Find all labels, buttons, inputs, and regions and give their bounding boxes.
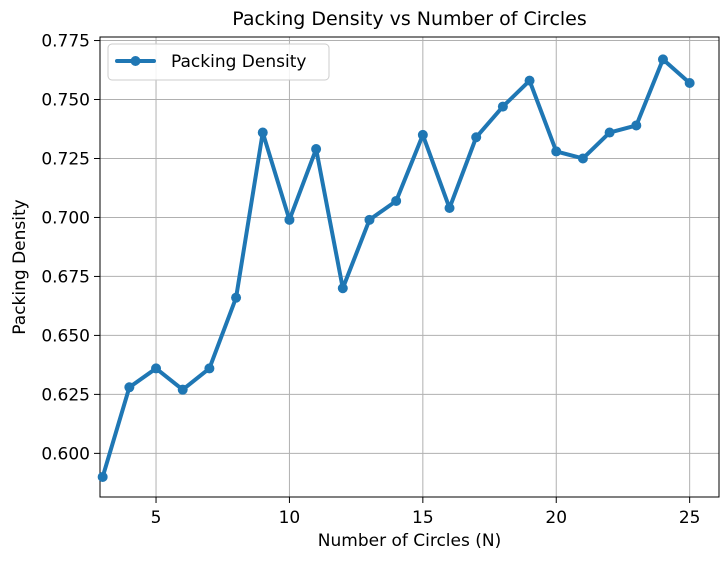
data-point: [657, 54, 668, 65]
x-tick-label: 25: [679, 508, 701, 528]
data-point: [497, 101, 508, 112]
data-point: [151, 363, 162, 374]
x-axis: 5 10 15 20 25: [151, 497, 701, 528]
data-point: [231, 292, 242, 303]
data-point: [311, 144, 322, 155]
x-tick-label: 5: [151, 508, 162, 528]
data-point: [337, 283, 348, 294]
y-tick-label: 0.625: [41, 385, 90, 405]
plot-area: [99, 36, 720, 498]
data-point: [364, 214, 375, 225]
data-point: [577, 153, 588, 164]
legend: Packing Density: [107, 43, 330, 81]
data-point: [97, 471, 108, 482]
grid: [100, 37, 719, 497]
y-tick-label: 0.700: [41, 208, 90, 228]
data-point: [631, 120, 642, 131]
chart-title: Packing Density vs Number of Circles: [232, 8, 587, 30]
y-tick-label: 0.675: [41, 267, 90, 287]
y-tick-label: 0.725: [41, 149, 90, 169]
legend-point-marker: [130, 56, 141, 66]
legend-box: [107, 43, 330, 81]
y-tick-label: 0.650: [41, 326, 90, 346]
y-axis-label: Packing Density: [10, 199, 30, 334]
series-line: [100, 57, 692, 479]
x-tick-label: 10: [279, 508, 301, 528]
data-point: [417, 129, 428, 140]
data-point: [204, 363, 215, 374]
x-tick-label: 20: [545, 508, 567, 528]
data-point: [684, 78, 695, 88]
data-point: [257, 127, 268, 138]
data-point: [551, 146, 562, 157]
data-point: [524, 75, 535, 86]
y-tick-label: 0.775: [41, 32, 90, 52]
y-tick-label: 0.750: [41, 91, 90, 111]
series-layer: [97, 54, 695, 482]
data-point: [604, 127, 615, 138]
data-point: [471, 132, 482, 143]
x-axis-label: Number of Circles (N): [318, 531, 501, 551]
x-tick-label: 15: [412, 508, 434, 528]
data-point: [391, 195, 402, 206]
data-point: [284, 214, 295, 225]
data-point: [444, 203, 455, 214]
legend-label: Packing Density: [171, 52, 306, 72]
data-point: [124, 382, 135, 393]
y-tick-label: 0.600: [41, 444, 90, 464]
y-axis: 0.600 0.625 0.650 0.675 0.700 0.725 0.750 0.775: [41, 32, 100, 464]
data-point: [177, 384, 188, 395]
